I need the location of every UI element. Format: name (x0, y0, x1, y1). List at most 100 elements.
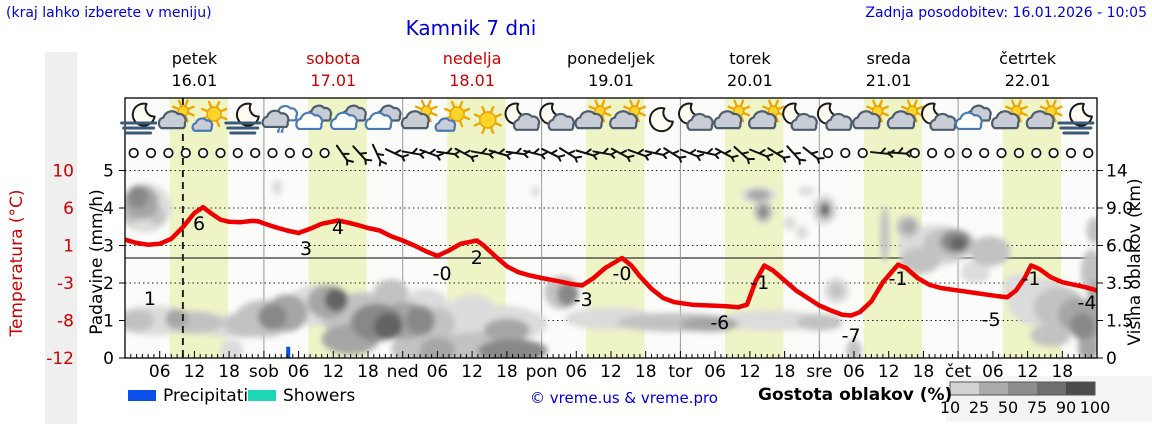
clouds-icon (954, 104, 992, 131)
calm-wind-icon (1083, 147, 1094, 159)
cloud-density-layer (125, 179, 1097, 358)
sun-cloud-icon (191, 100, 228, 132)
calm-wind-icon (822, 147, 834, 159)
moon-cloud-icon (539, 102, 575, 131)
calm-wind-icon (180, 147, 191, 159)
svg-text:-1: -1 (750, 272, 769, 294)
page-title: Kamnik 7 dni (405, 16, 537, 40)
wind-barb-icon (352, 145, 373, 165)
day-date-sreda: 21.01 (866, 71, 912, 90)
calm-wind-icon (284, 147, 296, 159)
cloud-density-legend-label: Gostota oblakov (%) (758, 385, 953, 405)
svg-text:1: 1 (63, 237, 74, 257)
wind-barb-icon (454, 147, 479, 163)
moon-cloud-icon (678, 102, 714, 131)
svg-text:-1: -1 (1022, 268, 1041, 290)
calm-wind-icon (909, 147, 920, 159)
svg-text:18: 18 (218, 362, 240, 382)
calm-wind-icon (319, 147, 330, 159)
copyright-link[interactable]: © vreme.us & vreme.pro (530, 389, 718, 407)
day-date-nedelja: 18.01 (449, 71, 495, 90)
calm-wind-icon (267, 147, 278, 159)
weather-icons-row: “ (120, 99, 1095, 143)
cloud-density-scale: 10 25 50 75 90 100 (940, 381, 1111, 417)
svg-text:18: 18 (357, 362, 379, 382)
svg-text:12: 12 (739, 362, 761, 382)
wind-barb-icon (335, 144, 355, 166)
temperature-axis-ticks: 10 6 1 -3 -8 -12 (46, 162, 74, 370)
svg-text:2: 2 (471, 247, 483, 269)
wind-barb-icon (786, 145, 807, 165)
precipitation-bars (286, 346, 291, 359)
svg-text:-12: -12 (46, 349, 74, 369)
svg-text:1.5: 1.5 (1106, 312, 1133, 332)
precipitation-swatch (128, 390, 156, 401)
wind-barb-icon (610, 147, 635, 163)
calm-wind-icon (250, 147, 261, 159)
svg-text:18: 18 (913, 362, 935, 382)
svg-text:3: 3 (103, 237, 114, 257)
svg-text:4: 4 (332, 217, 344, 239)
svg-text:6.0: 6.0 (1106, 237, 1133, 257)
svg-text:čet: čet (945, 362, 972, 382)
svg-text:-0: -0 (613, 263, 632, 285)
svg-text:tor: tor (668, 362, 692, 382)
svg-text:-4: -4 (1078, 292, 1097, 314)
svg-text:6: 6 (193, 213, 205, 235)
sun-icon (473, 105, 502, 135)
svg-text:12: 12 (322, 362, 344, 382)
calm-wind-icon (996, 147, 1007, 159)
svg-text:12: 12 (878, 362, 900, 382)
svg-text:-3: -3 (574, 289, 593, 311)
svg-text:75: 75 (1027, 398, 1047, 417)
temperature-curve (125, 204, 1097, 318)
wind-barb-icon (696, 148, 722, 160)
svg-text:06: 06 (149, 362, 171, 382)
svg-text:25: 25 (969, 398, 989, 417)
calm-wind-icon (302, 147, 313, 159)
svg-text:100: 100 (1080, 398, 1111, 417)
moon-fog-icon (1057, 102, 1095, 135)
svg-text:18: 18 (635, 362, 657, 382)
calm-wind-icon (926, 147, 938, 159)
svg-text:18: 18 (1051, 362, 1073, 382)
svg-text:-7: -7 (842, 325, 861, 347)
wind-row (128, 143, 1094, 167)
svg-text:-1: -1 (889, 268, 908, 290)
calm-wind-icon (944, 147, 955, 159)
cloud-sun-icon (748, 99, 785, 130)
cloud-height-axis-ticks: 14 9.0 6.0 3.5 1.5 0 (1106, 162, 1133, 370)
day-date-sobota: 17.01 (310, 71, 356, 90)
wind-barb-icon (575, 148, 601, 160)
calm-wind-icon (961, 147, 972, 159)
wind-barb-icon (384, 148, 409, 162)
wind-barb-icon (733, 145, 755, 165)
svg-text:“: “ (276, 125, 286, 143)
cloud-sun-icon (1025, 99, 1063, 130)
cloud-sun-icon (574, 99, 612, 130)
wind-barb-icon (767, 147, 791, 163)
cloud-sun-icon (886, 99, 924, 130)
svg-text:06: 06 (427, 362, 449, 382)
precipitation-legend-label: Precipitation (163, 386, 270, 406)
wind-barb-icon (558, 147, 583, 163)
moon-cloud-icon (504, 102, 541, 131)
day-date-četrtek: 22.01 (1005, 71, 1051, 90)
wind-barb-icon (679, 148, 705, 162)
svg-text:sre: sre (806, 362, 832, 382)
svg-text:1: 1 (103, 312, 114, 332)
svg-text:sob: sob (249, 362, 279, 382)
wind-barb-icon (592, 147, 618, 159)
day-name-četrtek: četrtek (999, 49, 1057, 68)
day-headers: petek 16.01 sobota 17.01 nedelja 18.01 ponedel… (171, 49, 1056, 90)
day-name-sreda: sreda (867, 49, 911, 68)
calm-wind-icon (215, 147, 226, 159)
calm-wind-icon (197, 147, 209, 159)
menu-hint: (kraj lahko izberete v meniju) (6, 5, 212, 21)
svg-text:90: 90 (1056, 398, 1076, 417)
day-date-petek: 16.01 (171, 71, 217, 90)
wind-barb-icon (371, 143, 388, 167)
moon-icon (648, 107, 674, 133)
svg-text:12: 12 (461, 362, 483, 382)
svg-text:-5: -5 (982, 309, 1001, 331)
